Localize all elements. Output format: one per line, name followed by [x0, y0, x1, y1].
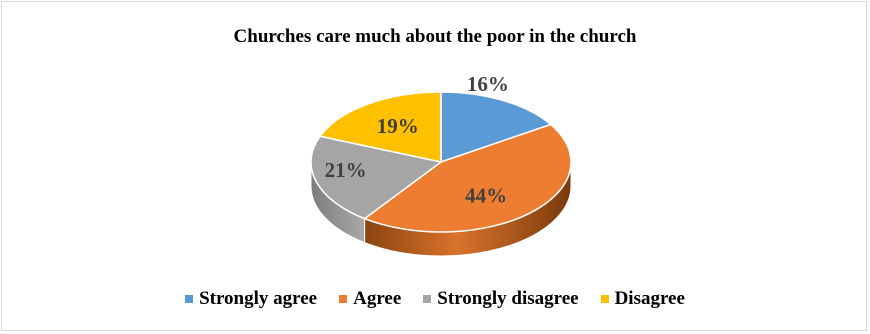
- data-label-strongly-agree: 16%: [467, 72, 509, 96]
- data-label-disagree: 19%: [377, 114, 419, 138]
- legend: Strongly agree Agree Strongly disagree D…: [0, 288, 870, 310]
- pie-slice-disagree: [318, 91, 442, 163]
- pie-slice-agree: [363, 123, 572, 233]
- legend-item-agree: Agree: [339, 288, 401, 310]
- legend-swatch-disagree: [600, 295, 609, 303]
- legend-item-disagree: Disagree: [600, 288, 685, 310]
- legend-label-strongly-disagree: Strongly disagree: [437, 288, 579, 309]
- legend-swatch-strongly-disagree: [423, 295, 432, 303]
- legend-swatch-strongly-agree: [185, 295, 194, 303]
- legend-label-agree: Agree: [353, 288, 402, 309]
- pie-slice-strongly-disagree: [310, 135, 443, 220]
- chart-title: Churches care much about the poor in the…: [233, 26, 637, 47]
- data-label-strongly-disagree: 21%: [325, 158, 367, 182]
- pie-slice-strongly-agree: [440, 91, 553, 164]
- legend-label-strongly-agree: Strongly agree: [199, 288, 318, 309]
- legend-item-strongly-disagree: Strongly disagree: [423, 288, 579, 310]
- legend-label-disagree: Disagree: [614, 288, 685, 309]
- data-label-agree: 44%: [465, 183, 507, 207]
- legend-swatch-agree: [339, 295, 348, 303]
- legend-item-strongly-agree: Strongly agree: [185, 288, 317, 310]
